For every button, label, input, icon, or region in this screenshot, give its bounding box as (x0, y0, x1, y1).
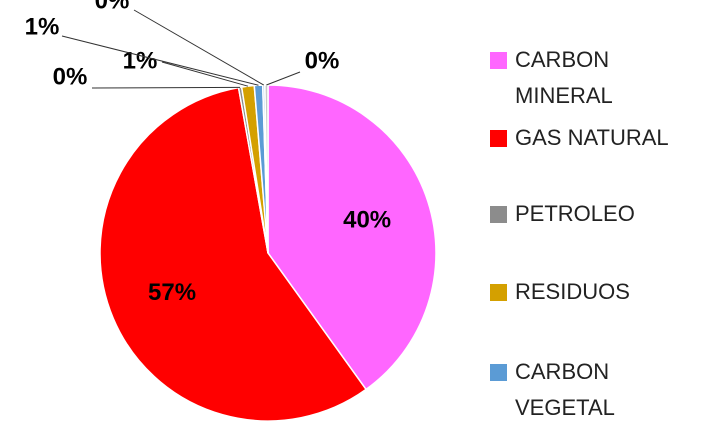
legend-swatch (490, 130, 507, 147)
legend-item: PETROLEO (490, 196, 718, 232)
legend-label: CARBON MINERAL (515, 47, 613, 108)
data-label: 0% (305, 47, 340, 74)
data-label: 0% (53, 63, 88, 90)
data-label: 1% (123, 47, 158, 74)
leader-line (266, 71, 301, 86)
legend-label: RESIDUOS (515, 279, 630, 304)
data-label: 1% (25, 13, 60, 40)
legend-item: GAS NATURAL (490, 120, 718, 156)
legend-label: GAS NATURAL (515, 125, 669, 150)
legend-swatch (490, 364, 507, 381)
data-label: 57% (148, 279, 196, 306)
data-label: 0% (95, 0, 130, 14)
legend-swatch (490, 206, 507, 223)
legend-swatch (490, 52, 507, 69)
pie-slice (99, 86, 368, 421)
legend-swatch (490, 284, 507, 301)
leader-line (91, 86, 241, 89)
pie-slice (267, 84, 437, 391)
data-label: 40% (343, 206, 391, 233)
legend-item: CARBON VEGETAL (490, 354, 645, 421)
leader-line (61, 35, 259, 86)
legend-item: RESIDUOS (490, 274, 718, 310)
legend-label: PETROLEO (515, 201, 635, 226)
leader-line (161, 61, 249, 87)
legend-item: CARBON MINERAL (490, 42, 645, 114)
legend-label: CARBON VEGETAL (515, 359, 615, 420)
pie-slice (264, 84, 269, 254)
leader-line (133, 9, 265, 86)
